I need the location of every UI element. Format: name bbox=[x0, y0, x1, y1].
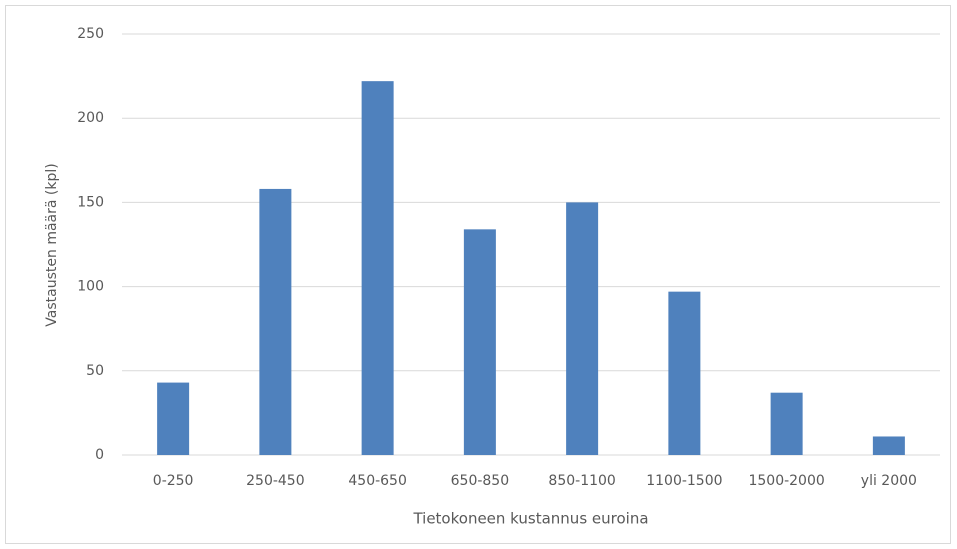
x-tick-label: 1500-2000 bbox=[748, 473, 824, 489]
x-tick-label: 250-450 bbox=[246, 473, 305, 489]
x-tick-label: 850-1100 bbox=[548, 473, 615, 489]
x-tick-label: 450-650 bbox=[348, 473, 407, 489]
bar bbox=[566, 202, 599, 455]
x-axis-label: Tietokoneen kustannus euroina bbox=[412, 510, 648, 528]
bar bbox=[668, 291, 701, 455]
y-axis-label: Vastausten määrä (kpl) bbox=[44, 163, 60, 326]
bar bbox=[770, 392, 803, 455]
y-tick-label: 50 bbox=[86, 363, 104, 379]
x-tick-label: 650-850 bbox=[451, 473, 510, 489]
bar bbox=[259, 188, 292, 456]
y-tick-label: 200 bbox=[77, 110, 104, 126]
x-tick-label: 0-250 bbox=[153, 473, 194, 489]
bar bbox=[157, 382, 190, 455]
bar bbox=[361, 81, 394, 455]
y-tick-label: 0 bbox=[95, 447, 104, 463]
x-tick-label: 1100-1500 bbox=[646, 473, 722, 489]
y-tick-label: 100 bbox=[77, 279, 104, 295]
y-tick-label: 250 bbox=[77, 26, 104, 42]
bar bbox=[463, 229, 496, 455]
y-tick-label: 150 bbox=[77, 194, 104, 210]
bar bbox=[872, 436, 905, 455]
x-tick-label: yli 2000 bbox=[861, 473, 917, 489]
